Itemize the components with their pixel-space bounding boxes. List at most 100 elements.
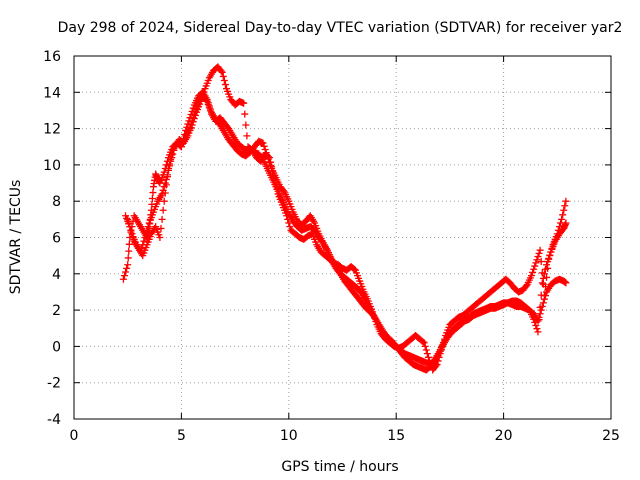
- data-marks: [119, 63, 570, 374]
- data-point: [558, 215, 566, 223]
- data-point: [165, 166, 173, 174]
- data-point: [536, 246, 544, 254]
- data-point: [534, 253, 542, 261]
- data-point: [159, 186, 167, 194]
- data-point: [531, 318, 539, 326]
- data-point: [273, 185, 281, 193]
- data-point: [126, 223, 134, 231]
- data-point: [540, 292, 548, 300]
- data-point: [370, 311, 378, 319]
- data-point: [158, 190, 166, 198]
- data-point: [217, 67, 225, 75]
- data-point: [125, 247, 133, 255]
- data-point: [562, 197, 570, 205]
- data-point: [420, 339, 428, 347]
- data-point: [221, 81, 229, 89]
- data-point: [538, 269, 546, 277]
- axis-tick-labels: 0 5 10 15 20 25 -4 -2 0 2 4 6 8 10 12 14 16: [43, 49, 620, 444]
- data-point: [170, 146, 178, 154]
- data-point: [163, 171, 171, 179]
- data-point: [554, 226, 562, 234]
- x-tick-label: 5: [177, 428, 186, 444]
- data-point: [169, 150, 177, 158]
- data-point: [122, 268, 130, 276]
- data-point: [546, 252, 554, 260]
- x-tick-label: 10: [280, 428, 298, 444]
- data-point: [241, 110, 249, 118]
- data-point: [548, 244, 556, 252]
- data-point: [543, 273, 551, 281]
- data-point: [434, 357, 442, 365]
- data-point: [219, 72, 227, 80]
- data-point: [124, 215, 132, 223]
- data-point: [125, 219, 133, 227]
- data-point: [120, 272, 128, 280]
- data-point: [534, 317, 542, 325]
- data-point: [547, 248, 555, 256]
- y-tick-label: 6: [52, 231, 61, 247]
- data-point: [138, 244, 146, 252]
- y-tick-label: 8: [52, 194, 61, 210]
- data-point: [437, 346, 445, 354]
- data-point: [198, 94, 206, 102]
- data-point: [561, 202, 569, 210]
- data-point: [539, 299, 547, 307]
- data-point: [168, 154, 176, 162]
- data-point: [200, 88, 208, 96]
- data-point: [441, 335, 449, 343]
- data-point: [423, 350, 431, 358]
- data-point: [369, 308, 377, 316]
- data-point: [283, 212, 291, 220]
- y-tick-label: 14: [43, 85, 61, 101]
- data-point: [533, 256, 541, 264]
- data-point: [284, 215, 292, 223]
- data-point: [139, 241, 147, 249]
- data-point: [124, 254, 132, 262]
- data-point: [190, 115, 198, 123]
- data-point: [162, 161, 170, 169]
- x-tick-label: 15: [387, 428, 405, 444]
- data-point: [218, 68, 226, 76]
- data-point: [189, 118, 197, 126]
- data-point: [424, 353, 432, 361]
- data-point: [197, 97, 205, 105]
- data-point: [264, 153, 272, 161]
- data-point: [557, 219, 565, 227]
- data-point: [279, 187, 287, 195]
- data-point: [188, 121, 196, 129]
- data-point: [125, 240, 133, 248]
- data-point: [220, 77, 228, 85]
- data-point: [529, 268, 537, 276]
- data-point: [167, 157, 175, 165]
- data-point: [432, 362, 440, 370]
- data-point: [530, 265, 538, 273]
- data-point: [438, 342, 446, 350]
- data-point: [532, 322, 540, 330]
- data-point: [127, 226, 135, 234]
- data-point: [350, 265, 358, 273]
- data-point: [439, 339, 447, 347]
- data-point: [144, 223, 152, 231]
- data-point: [124, 261, 132, 269]
- x-tick-label: 25: [602, 428, 620, 444]
- data-point: [555, 223, 563, 231]
- data-point: [161, 179, 169, 187]
- y-tick-label: 0: [52, 339, 61, 355]
- data-point: [160, 183, 168, 191]
- data-point: [119, 275, 127, 283]
- y-tick-label: 16: [43, 49, 61, 65]
- data-point: [543, 261, 551, 269]
- data-point: [143, 226, 151, 234]
- x-tick-label: 20: [495, 428, 513, 444]
- data-point: [421, 342, 429, 350]
- data-point: [184, 120, 192, 128]
- data-point: [531, 262, 539, 270]
- data-point: [204, 99, 212, 107]
- y-axis-label: SDTVAR / TECUs: [8, 180, 24, 295]
- data-point: [187, 111, 195, 119]
- data-point: [536, 303, 544, 311]
- data-point: [269, 167, 277, 175]
- data-point: [162, 175, 170, 183]
- x-tick-label: 0: [70, 428, 79, 444]
